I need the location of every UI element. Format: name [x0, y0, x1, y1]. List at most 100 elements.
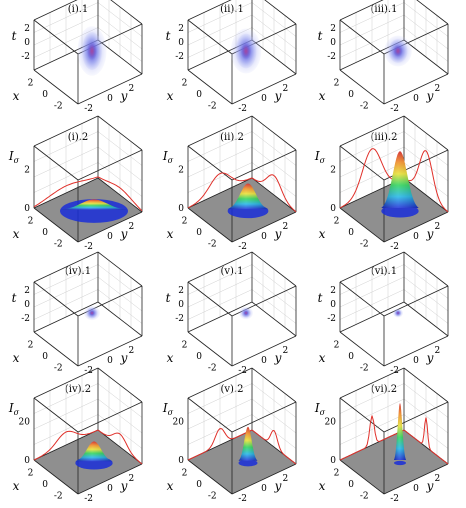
- box-edge: [231, 149, 297, 181]
- panel-label: (iii).2: [371, 132, 398, 143]
- t-tick-label: 0: [24, 38, 30, 48]
- y-tick-label: 2: [128, 84, 134, 94]
- grid-lines: [33, 123, 143, 204]
- x-tick-label: -2: [360, 491, 369, 501]
- y-tick-label: 2: [434, 346, 440, 356]
- t-tick-label: 0: [178, 300, 184, 310]
- peak-base: [60, 199, 128, 223]
- y-tick-label: 0: [107, 356, 113, 366]
- box-edge: [231, 335, 297, 367]
- profile-x-line: [33, 176, 99, 208]
- panel-label: (ii).2: [220, 132, 244, 143]
- t-tick-label: -2: [175, 52, 184, 62]
- y-tick-label: 2: [282, 222, 288, 232]
- t-axis-label: t: [318, 291, 323, 305]
- box-edge: [339, 331, 385, 367]
- x-tick-label: 2: [28, 341, 34, 351]
- panel-label: (iii).1: [371, 4, 398, 15]
- box-edge: [97, 251, 143, 287]
- box-edge: [383, 463, 449, 495]
- box-edge: [339, 301, 405, 333]
- x-tick-label: 0: [348, 228, 354, 238]
- box-edge: [403, 115, 449, 151]
- t-tick-label: 2: [178, 24, 184, 34]
- box-edge: [383, 335, 449, 367]
- box-edge: [251, 367, 297, 403]
- box-edge: [33, 251, 99, 283]
- t-tick-label: 0: [330, 300, 336, 310]
- panel-label: (iv).2: [65, 384, 91, 395]
- y-tick-label: 0: [261, 484, 267, 494]
- box-edge: [231, 463, 297, 495]
- profile-projections: [339, 415, 449, 465]
- x-tick-label: 2: [182, 217, 188, 227]
- I-tick-label: 0: [24, 456, 30, 466]
- x-axis-label: x: [319, 351, 326, 365]
- box-edge: [339, 251, 405, 283]
- t-axis-label: t: [12, 291, 17, 305]
- box-edge: [403, 367, 449, 403]
- box-edge: [251, 301, 297, 337]
- cloud-core: [393, 45, 403, 57]
- box-edge: [187, 19, 233, 55]
- box-edge: [339, 145, 385, 181]
- I-axis-subscript: σ: [14, 156, 20, 165]
- I-tick-label: 0: [178, 204, 184, 214]
- box-edge: [33, 145, 79, 181]
- x-tick-label: -2: [54, 239, 63, 249]
- intensity-peak: [75, 441, 113, 470]
- peak-shading: [75, 441, 113, 462]
- t-tick-label: 0: [330, 38, 336, 48]
- box-edge: [231, 73, 297, 105]
- profile-y-line: [403, 417, 449, 465]
- t-tick-label: -2: [175, 314, 184, 324]
- t-tick-label: -2: [21, 314, 30, 324]
- y-axis-label: y: [426, 89, 434, 103]
- I-tick-label: 0: [330, 204, 336, 214]
- box-edge: [403, 177, 449, 213]
- x-tick-label: -2: [54, 491, 63, 501]
- box-edge: [97, 177, 143, 213]
- y-tick-label: -2: [390, 366, 399, 376]
- t-axis-label: t: [318, 29, 323, 43]
- density-cloud: [84, 305, 100, 321]
- x-tick-label: 2: [28, 79, 34, 89]
- intensity-peak: [381, 151, 419, 218]
- box-edge: [77, 335, 143, 367]
- panel-label: (vi).2: [371, 384, 397, 395]
- y-tick-label: -2: [238, 104, 247, 114]
- y-tick-label: -2: [238, 366, 247, 376]
- y-axis-label: y: [120, 227, 128, 241]
- density-cloud: [392, 308, 404, 318]
- x-tick-label: -2: [360, 363, 369, 373]
- box-edge: [33, 459, 79, 495]
- peak-shading: [394, 403, 406, 460]
- box-edge: [339, 19, 385, 55]
- t-tick-label: 2: [330, 24, 336, 34]
- x-tick-label: 2: [182, 79, 188, 89]
- x-tick-label: 0: [348, 480, 354, 490]
- x-axis-label: x: [167, 351, 174, 365]
- box-edge: [97, 429, 143, 465]
- profile-x-line: [339, 415, 405, 461]
- x-tick-label: 0: [196, 352, 202, 362]
- y-tick-label: 0: [413, 232, 419, 242]
- t-tick-label: 2: [24, 24, 30, 34]
- t-tick-label: 2: [330, 286, 336, 296]
- box-edge: [33, 19, 79, 55]
- I-axis-label: Iσ: [162, 149, 174, 165]
- I-axis-subscript: σ: [320, 408, 326, 417]
- box-frame: [187, 367, 297, 495]
- I-axis-subscript: σ: [168, 408, 174, 417]
- box-edge: [33, 177, 99, 209]
- y-tick-label: 2: [128, 474, 134, 484]
- I-tick-label: 20: [19, 418, 31, 428]
- profile-y-line: [251, 174, 297, 213]
- box-edge: [339, 281, 385, 317]
